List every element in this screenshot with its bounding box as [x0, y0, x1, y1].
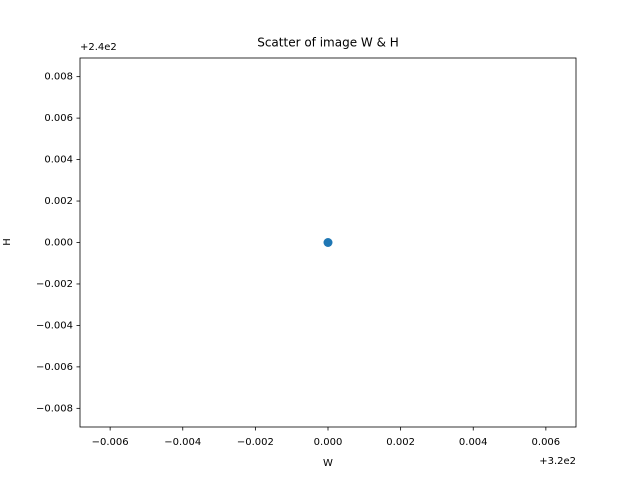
y-tick-label: 0.008	[44, 72, 73, 83]
y-tick-label: 0.004	[44, 155, 73, 166]
y-tick-label: 0.006	[44, 113, 73, 124]
x-tick-label: 0.006	[532, 437, 561, 448]
x-tick-label: 0.002	[386, 437, 415, 448]
x-tick-label: 0.000	[314, 437, 343, 448]
y-tick-label: 0.002	[44, 196, 73, 207]
y-tick-label: −0.002	[36, 279, 73, 290]
x-offset-label: +3.2e2	[539, 456, 576, 467]
x-tick-label: −0.002	[237, 437, 274, 448]
x-tick-label: 0.004	[459, 437, 488, 448]
y-tick-label: −0.008	[36, 403, 73, 414]
x-tick-label: −0.006	[92, 437, 129, 448]
x-axis-label: W	[323, 458, 333, 469]
y-tick-label: −0.006	[36, 362, 73, 373]
y-offset-label: +2.4e2	[80, 42, 117, 53]
y-tick-label: −0.004	[36, 320, 73, 331]
y-tick-label: 0.000	[44, 238, 73, 249]
y-axis-label: H	[2, 238, 13, 246]
chart-title: Scatter of image W & H	[257, 36, 399, 50]
x-tick-label: −0.004	[164, 437, 201, 448]
scatter-point	[323, 238, 333, 247]
